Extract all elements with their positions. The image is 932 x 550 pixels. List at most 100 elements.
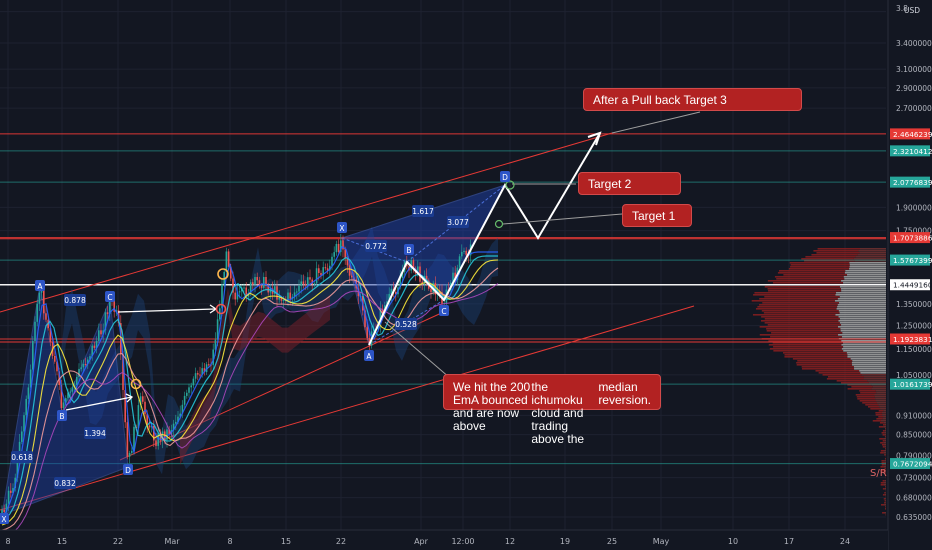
volume-bar-up	[883, 438, 886, 440]
volume-bar-down	[885, 486, 886, 488]
volume-bar-up	[884, 430, 886, 432]
volume-bar-up	[883, 484, 886, 486]
volume-bar-down	[751, 300, 835, 302]
volume-bar-up	[853, 258, 886, 260]
volume-bar-up	[854, 368, 886, 370]
volume-bar-down	[883, 498, 886, 500]
volume-bar-up	[836, 308, 886, 310]
target2-callout[interactable]: Target 2	[578, 172, 681, 195]
fib-ratio-labels: 0.618 0.878 1.394 0.832 0.772 1.617 3.077 0.528	[11, 205, 469, 489]
volume-bar-up	[883, 470, 886, 472]
ma-mid	[1, 255, 498, 522]
candle-body	[199, 374, 201, 376]
volume-bar-down	[875, 412, 882, 414]
candle-body	[249, 282, 252, 293]
date-tick-label: 10	[728, 537, 738, 546]
candle-body	[78, 368, 80, 377]
price-tick-label: 2.90000000	[896, 84, 932, 93]
candle-body	[54, 355, 56, 362]
candle-body	[232, 278, 234, 293]
fib-ratio-badge	[365, 240, 387, 252]
volume-bar-down	[880, 450, 885, 452]
volume-bar-down	[882, 480, 885, 482]
volume-bar-down	[813, 250, 859, 252]
target1-callout[interactable]: Target 1	[622, 204, 692, 227]
candle-body	[401, 272, 404, 278]
candle-body	[146, 414, 148, 426]
pattern-point-label: X	[1, 515, 6, 524]
pattern-point-label: A	[366, 352, 372, 361]
pattern-2-ac	[368, 299, 445, 346]
candle-body	[278, 297, 280, 300]
volume-bar-down	[879, 438, 884, 440]
volume-bar-down	[759, 298, 838, 300]
volume-bar-up	[844, 272, 886, 274]
candle-body	[324, 267, 327, 269]
volume-bar-up	[849, 264, 886, 266]
volume-bar-down	[882, 494, 885, 496]
candle-body	[227, 251, 230, 267]
price-tick-label: 3.40000000	[896, 39, 932, 48]
date-tick-label: 8	[5, 537, 10, 546]
bounce-marker-3	[130, 378, 142, 390]
candle-body	[126, 422, 129, 457]
volume-bar-down	[760, 320, 839, 322]
candle-body	[454, 272, 456, 281]
fib-ratio-label: 1.617	[412, 207, 434, 216]
volume-bar-down	[761, 310, 839, 312]
candle-body	[388, 293, 390, 302]
candle-body	[452, 272, 454, 283]
volume-bar-down	[884, 428, 886, 430]
price-tick-label: 2.70000000	[896, 104, 932, 113]
fib-ratio-label: 3.077	[447, 218, 469, 227]
pattern-point-badge	[337, 222, 347, 233]
volume-bar-down	[766, 330, 841, 332]
candle-body	[104, 312, 107, 331]
volume-bar-up	[875, 390, 886, 392]
volume-bar-down	[755, 308, 837, 310]
candle-body	[221, 284, 223, 309]
candle-body	[159, 433, 162, 441]
volume-bar-up	[847, 354, 886, 356]
volume-bar-up	[843, 276, 886, 278]
candle-body	[234, 292, 236, 300]
volume-bar-up	[871, 388, 886, 390]
candle-body	[302, 281, 305, 284]
volume-bar-up	[875, 400, 886, 402]
price-highlight-badge	[890, 145, 930, 157]
volume-bar-down	[774, 276, 844, 278]
date-tick-label: Mar	[164, 537, 180, 546]
volume-bar-up	[839, 318, 886, 320]
volume-bar-up	[884, 444, 886, 446]
volume-bar-down	[880, 442, 884, 444]
candle-body	[144, 401, 146, 415]
candle-body	[148, 425, 151, 428]
volume-bar-up	[885, 500, 886, 502]
date-tick-label: 15	[281, 537, 291, 546]
volume-bar-up	[837, 304, 886, 306]
candle-body	[194, 373, 197, 379]
volume-bar-down	[860, 392, 877, 394]
volume-bar-down	[884, 454, 886, 456]
volume-bar-up	[846, 274, 886, 276]
candle-body	[274, 286, 276, 294]
pattern-point-label: X	[339, 224, 344, 233]
candle-body	[139, 396, 142, 406]
volume-bar-up	[840, 330, 886, 332]
volume-bar-down	[859, 390, 876, 392]
candle-body	[172, 423, 175, 431]
volume-bar-up	[883, 426, 886, 428]
candle-body	[181, 404, 184, 414]
target3-callout[interactable]: After a Pull back Target 3	[583, 88, 802, 111]
price-highlight-badge	[890, 333, 930, 345]
volume-bar-down	[768, 290, 842, 292]
candle-body	[203, 368, 206, 373]
analysis-note-callout[interactable]: We hit the 200 EmA bounced and are now a…	[443, 374, 661, 446]
volume-bar-down	[792, 358, 851, 360]
candle-body	[62, 402, 65, 408]
volume-bar-up	[840, 288, 886, 290]
volume-bar-up	[853, 366, 886, 368]
candle-body	[425, 275, 428, 281]
volume-bar-down	[882, 430, 885, 432]
